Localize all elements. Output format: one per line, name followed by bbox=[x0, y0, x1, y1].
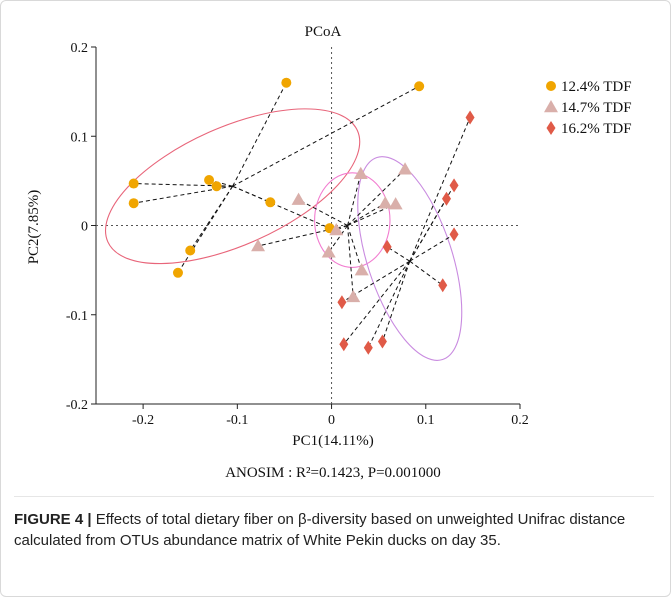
data-point-triangle bbox=[388, 197, 403, 210]
centroid-link-line bbox=[409, 260, 444, 286]
plot-layer: -0.2 -0.1 0 0.1 0.2 -0.2 -0.1 0 0.1 0.2 bbox=[66, 41, 529, 428]
centroid-link-line bbox=[347, 225, 354, 297]
data-point-diamond bbox=[442, 191, 452, 206]
data-point-triangle bbox=[378, 196, 393, 209]
centroid-link-line bbox=[232, 82, 287, 187]
legend-marker-diamond bbox=[546, 121, 556, 135]
data-point-triangle bbox=[251, 239, 266, 252]
y-axis-label: PC2(7.85%) bbox=[26, 190, 42, 265]
centroid-link-line bbox=[298, 199, 348, 226]
data-point-diamond bbox=[377, 334, 387, 349]
y-tick-label: 0 bbox=[81, 220, 88, 235]
data-point-diamond bbox=[438, 278, 448, 293]
centroid-link-line bbox=[409, 198, 447, 262]
data-point-diamond bbox=[465, 110, 475, 125]
centroid-link-line bbox=[177, 185, 234, 274]
data-point-circle bbox=[414, 81, 425, 92]
chart-title: PCoA bbox=[305, 24, 342, 40]
centroid-link-line bbox=[347, 225, 363, 271]
x-axis-label: PC1(14.11%) bbox=[292, 433, 374, 449]
data-point-triangle bbox=[346, 289, 361, 303]
confidence-ellipse bbox=[357, 156, 463, 361]
data-point-triangle bbox=[353, 166, 368, 179]
legend-label: 12.4% TDF bbox=[561, 79, 632, 95]
centroid-link-line bbox=[232, 185, 271, 203]
figure-caption: FIGURE 4 | Effects of total dietary fibe… bbox=[14, 509, 654, 551]
data-point-triangle bbox=[321, 245, 336, 258]
x-tick-label: -0.2 bbox=[132, 413, 154, 428]
centroid-link-line bbox=[343, 260, 411, 345]
legend-label: 16.2% TDF bbox=[561, 121, 632, 137]
y-tick-label: -0.1 bbox=[66, 309, 88, 324]
data-point-diamond bbox=[449, 178, 459, 193]
centroid-link-line bbox=[189, 185, 234, 251]
data-point-circle bbox=[265, 197, 276, 208]
centroid-link-line bbox=[232, 85, 420, 187]
caption-divider bbox=[14, 496, 654, 497]
y-tick-label: -0.2 bbox=[66, 398, 88, 413]
data-point-triangle bbox=[354, 263, 369, 276]
data-point-circle bbox=[211, 181, 222, 192]
x-tick-label: 0.1 bbox=[417, 413, 435, 428]
centroid-link-line bbox=[367, 260, 411, 348]
confidence-ellipse bbox=[314, 172, 391, 268]
y-tick-label: 0.1 bbox=[71, 130, 89, 145]
legend-marker-triangle bbox=[544, 100, 558, 113]
centroid-link-line bbox=[409, 233, 455, 262]
data-point-diamond bbox=[382, 239, 392, 254]
centroid-link-line bbox=[347, 202, 386, 226]
x-tick-label: 0 bbox=[328, 413, 335, 428]
pcoa-chart: PCoA -0.2 -0.1 0 0.1 0.2 -0.2 -0.1 0 0.1 0.2 PC1(… bbox=[26, 24, 632, 481]
centroid-link-line bbox=[347, 173, 362, 226]
data-point-triangle bbox=[329, 222, 344, 236]
x-tick-label: -0.1 bbox=[226, 413, 248, 428]
x-tick-label: 0.2 bbox=[511, 413, 529, 428]
caption-label: FIGURE 4 | bbox=[14, 511, 92, 528]
data-point-triangle bbox=[398, 162, 413, 175]
data-point-circle bbox=[172, 267, 183, 278]
centroid-link-line bbox=[328, 225, 348, 253]
data-point-triangle bbox=[291, 192, 306, 205]
caption-text: Effects of total dietary fiber on β-dive… bbox=[14, 511, 626, 549]
data-point-diamond bbox=[339, 337, 349, 352]
centroid-link-line bbox=[232, 185, 330, 229]
data-point-circle bbox=[204, 174, 215, 185]
confidence-ellipse bbox=[104, 108, 361, 265]
data-point-circle bbox=[281, 77, 292, 88]
y-tick-label: 0.2 bbox=[71, 41, 89, 56]
centroid-link-line bbox=[409, 117, 471, 262]
data-point-diamond bbox=[363, 340, 373, 355]
centroid-link-line bbox=[386, 246, 411, 262]
legend-label: 14.7% TDF bbox=[561, 100, 632, 116]
centroid-link-line bbox=[381, 261, 411, 342]
data-point-circle bbox=[128, 198, 139, 209]
data-point-diamond bbox=[449, 227, 459, 242]
data-point-diamond bbox=[337, 295, 347, 310]
anosim-annotation: ANOSIM : R²=0.1423, P=0.001000 bbox=[225, 465, 441, 481]
legend: 12.4% TDF 14.7% TDF 16.2% TDF bbox=[544, 79, 632, 137]
legend-marker-circle bbox=[546, 81, 556, 91]
data-point-circle bbox=[185, 245, 196, 256]
data-point-circle bbox=[128, 178, 139, 189]
